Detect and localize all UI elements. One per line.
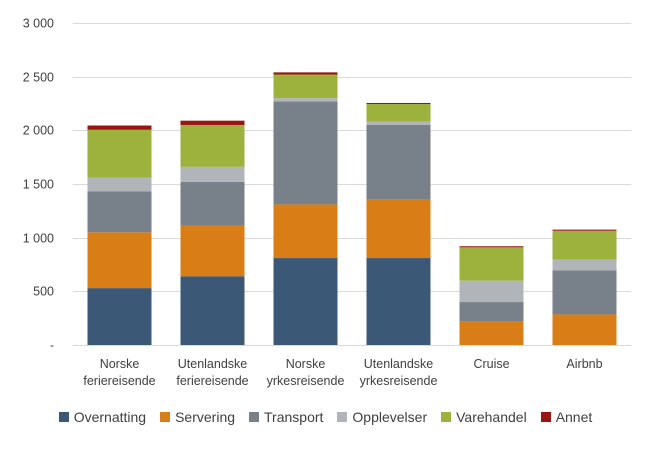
legend-swatch [540, 412, 551, 422]
bar-segment-opplevelser [180, 166, 245, 182]
legend-swatch [160, 412, 171, 422]
x-category-label-line: Norske [100, 357, 140, 371]
bar-segment-overnatting [87, 288, 152, 345]
x-category-label: Airbnb [566, 357, 602, 371]
x-category-label-line: feriereisende [176, 374, 248, 388]
bar-segment-overnatting [366, 258, 431, 345]
x-category-label: Norske feriereisende [83, 357, 155, 388]
y-tick-label: - [50, 339, 54, 353]
bar-segment-servering [273, 204, 338, 259]
bar-segment-annet [87, 125, 152, 130]
legend-label: Annet [555, 409, 593, 425]
legend-label: Varehandel [456, 409, 527, 425]
x-category-label-line: Utenlandske [364, 357, 434, 371]
legend-item-overnatting: Overnatting [58, 409, 147, 425]
bar-segment-transport [273, 101, 338, 205]
legend-item-opplevelser: Opplevelser [337, 409, 427, 425]
bar-segment-annet [366, 102, 431, 105]
bar-segment-annet [273, 72, 338, 75]
bar-segment-servering [87, 232, 152, 289]
bar-segment-opplevelser [366, 121, 431, 125]
bar-segment-varehandel [87, 129, 152, 178]
bar-segment-varehandel [552, 230, 617, 260]
legend-item-annet: Annet [540, 409, 593, 425]
bar-segment-varehandel [459, 247, 524, 281]
bar-segment-servering [180, 225, 245, 277]
x-category-label: Cruise [473, 357, 509, 371]
legend-label: Transport [264, 409, 324, 425]
x-category-label-line: yrkesreisende [267, 374, 345, 388]
legend-item-varehandel: Varehandel [441, 409, 527, 425]
bar-segment-varehandel [273, 74, 338, 99]
bar-segment-opplevelser [87, 177, 152, 192]
y-tick-label: 2 000 [23, 124, 54, 138]
bar-segment-servering [552, 314, 617, 345]
legend-swatch [337, 412, 348, 422]
bar-segment-transport [366, 124, 431, 200]
legend-item-transport: Transport [249, 409, 323, 425]
bar-segment-annet [552, 229, 617, 231]
x-category-label-line: yrkesreisende [360, 374, 438, 388]
bar-segment-annet [180, 120, 245, 125]
legend-label: Overnatting [73, 409, 147, 425]
y-tick-label: 2 500 [23, 71, 54, 85]
bar-segment-opplevelser [273, 98, 338, 102]
legend-swatch [58, 412, 69, 422]
legend-label: Opplevelser [352, 409, 428, 425]
bar-segment-overnatting [180, 276, 245, 345]
bar-segment-overnatting [273, 258, 338, 345]
bar-stacks [87, 72, 617, 345]
bar-segment-transport [180, 181, 245, 226]
legend-item-servering: Servering [160, 409, 235, 425]
bar-segment-varehandel [366, 104, 431, 122]
y-axis: - 500 1 000 1 500 2 000 2 500 3 000 [23, 17, 631, 353]
x-category-label-line: feriereisende [83, 374, 155, 388]
legend-swatch [441, 412, 452, 422]
bar-segment-varehandel [180, 124, 245, 167]
legend: Overnatting Servering Transport Opplevelser… [0, 409, 651, 425]
stacked-bar-chart: - 500 1 000 1 500 2 000 2 500 3 000 Norske feri… [23, 17, 631, 388]
x-category-label: Utenlandske yrkesreisende [360, 357, 438, 388]
x-category-label-line: Cruise [473, 357, 509, 371]
y-tick-label: 500 [33, 285, 54, 299]
bar-segment-opplevelser [459, 280, 524, 303]
x-axis: Norske feriereisende Utenlandske feriereise… [83, 357, 602, 388]
bar-segment-transport [459, 302, 524, 322]
bar-segment-opplevelser [552, 259, 617, 271]
bar-segment-annet [459, 246, 524, 248]
bar-segment-transport [552, 270, 617, 315]
x-category-label-line: Utenlandske [178, 357, 248, 371]
bar-segment-transport [87, 191, 152, 233]
x-category-label-line: Airbnb [566, 357, 602, 371]
legend-swatch [249, 412, 260, 422]
y-tick-label: 1 000 [23, 232, 54, 246]
y-tick-label: 3 000 [23, 17, 54, 31]
x-category-label: Norske yrkesreisende [267, 357, 345, 388]
bar-segment-servering [366, 199, 431, 259]
legend-label: Servering [175, 409, 236, 425]
x-category-label: Utenlandske feriereisende [176, 357, 248, 388]
x-category-label-line: Norske [286, 357, 326, 371]
bar-segment-servering [459, 321, 524, 345]
y-tick-label: 1 500 [23, 178, 54, 192]
gridlines [73, 23, 631, 292]
